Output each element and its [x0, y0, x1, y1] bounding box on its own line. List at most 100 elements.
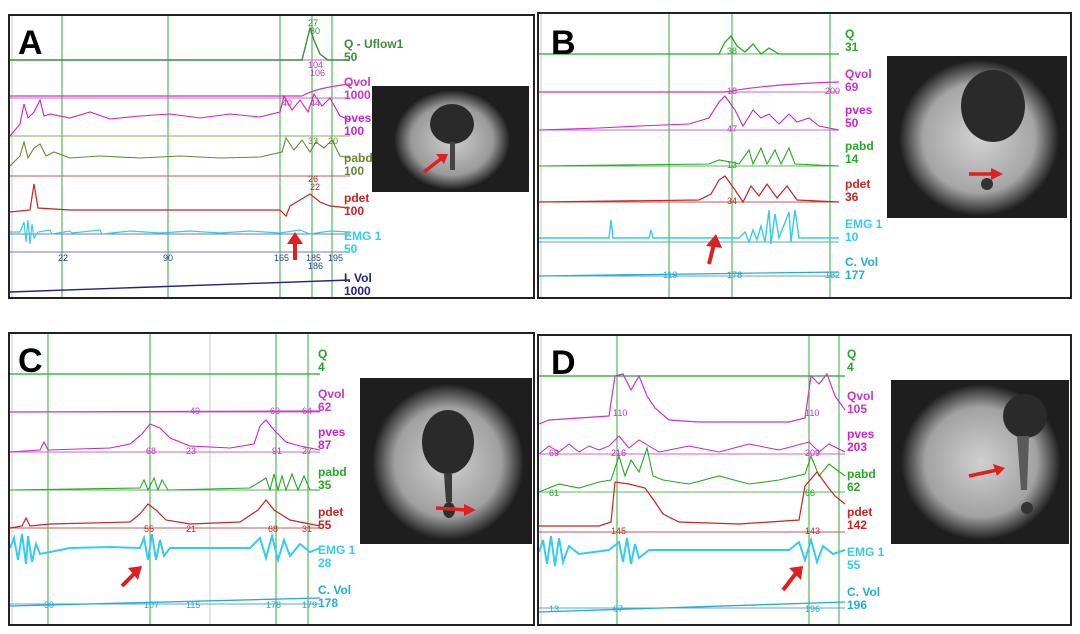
tick-label: 178	[266, 600, 282, 610]
tick-label: 49	[190, 406, 201, 416]
tick-label: 30	[44, 600, 55, 610]
arrow-icon	[120, 566, 142, 588]
tick-label: 30	[310, 26, 321, 36]
tick-label: 179	[302, 600, 318, 610]
panel-letter: C	[18, 342, 43, 380]
tick-label: 27	[302, 446, 313, 456]
channel-label-pves: pves 203	[847, 427, 875, 454]
panel-d-traces	[539, 336, 846, 624]
channel-label-pdet: pdet 55	[318, 505, 344, 532]
panel-b: 38 18 200 47 13 34 119 178 182 B Q 31 Qvo…	[537, 12, 1072, 299]
tick-label: 68	[146, 446, 157, 456]
channel-label-vol: C. Vol 177	[845, 255, 879, 282]
tick-label: 13	[727, 160, 738, 170]
tick-label: 110	[613, 408, 628, 418]
tick-label: 61	[549, 488, 560, 498]
arrow-icon	[781, 566, 803, 592]
panel-c: 49 63 64 68 23 91 27 55 21 68 31 30 107 …	[8, 332, 535, 626]
tick-label: 18	[727, 86, 738, 96]
arrow-icon	[435, 504, 476, 516]
channel-label-pabd: pabd 35	[318, 465, 347, 492]
tick-label: 200	[825, 86, 841, 96]
panel-letter: B	[551, 24, 576, 62]
channel-label-pabd: pabd 100	[344, 151, 373, 178]
tick-label: 31	[302, 524, 313, 534]
arrow-icon	[287, 232, 303, 260]
tick-label: 63	[270, 406, 281, 416]
channel-label-qvol: Qvol 69	[845, 67, 872, 94]
tick-label: 21	[186, 524, 197, 534]
tick-label: 104	[308, 60, 324, 70]
fluoroscopy-image	[887, 56, 1067, 218]
tick-label: 196	[805, 604, 821, 614]
channel-label-emg: EMG 1 28	[318, 543, 356, 570]
panel-d: 110 110 69 216 209 61 66 145 143 13 67 1…	[537, 334, 1072, 626]
channel-label-emg: EMG 1 10	[845, 217, 883, 244]
arrow-icon	[968, 464, 1005, 478]
tick-label: 64	[302, 406, 313, 416]
channel-label-vol: C. Vol 178	[318, 583, 352, 610]
tick-label: 106	[310, 68, 326, 78]
channel-label-q: Q 31	[845, 27, 859, 54]
tick-label: 91	[272, 446, 283, 456]
tick-label: 38	[727, 46, 738, 56]
tick-label: 47	[727, 124, 738, 134]
channel-label-qvol: Qvol 105	[847, 389, 874, 416]
tick-label: 107	[144, 600, 160, 610]
tick-label: 68	[268, 524, 279, 534]
tick-label: 90	[163, 253, 174, 263]
tick-label: 69	[549, 448, 560, 458]
tick-label: 67	[613, 604, 624, 614]
tick-label: 145	[611, 526, 627, 536]
channel-label-pabd: pabd 62	[847, 467, 876, 494]
channel-label-emg: EMG 1 55	[847, 545, 885, 572]
tick-label: 22	[58, 253, 69, 263]
arrow-icon	[969, 168, 1003, 180]
tick-label: 182	[825, 270, 841, 280]
tick-label: 66	[805, 488, 816, 498]
tick-label: 143	[805, 526, 821, 536]
channel-label-q: Q - Uflow1 50	[344, 37, 404, 64]
channel-label-pves: pves 100	[344, 111, 372, 138]
tick-label: 20	[328, 136, 339, 146]
tick-label: 33	[308, 136, 319, 146]
tick-label: 55	[144, 524, 155, 534]
panel-a-traces	[10, 16, 351, 297]
tick-label: 13	[549, 604, 560, 614]
channel-label-vol: I. Vol 1000	[344, 271, 372, 298]
panel-b-traces	[539, 14, 840, 297]
channel-label-vol: C. Vol 196	[847, 585, 881, 612]
tick-label: 209	[805, 448, 821, 458]
panel-letter: A	[18, 24, 43, 62]
channel-label-pdet: pdet 142	[847, 505, 873, 532]
tick-label: 216	[611, 448, 627, 458]
channel-label-pves: pves 87	[318, 425, 346, 452]
tick-label: 165	[274, 253, 290, 263]
tick-label: 26	[308, 174, 319, 184]
channel-label-qvol: Qvol 62	[318, 387, 345, 414]
tick-label: 186	[308, 261, 324, 271]
panel-a: 27 30 104 106 40 44 33 20 26 22 22 90 16…	[8, 14, 535, 299]
channel-label-pabd: pabd 14	[845, 139, 874, 166]
fluoroscopy-image	[360, 378, 532, 544]
tick-label: 44	[310, 98, 321, 108]
channel-label-pves: pves 50	[845, 103, 873, 130]
tick-label: 40	[282, 98, 293, 108]
channel-label-pdet: pdet 36	[845, 177, 871, 204]
arrow-icon	[706, 234, 722, 265]
tick-label: 178	[727, 270, 743, 280]
channel-label-pdet: pdet 100	[344, 191, 370, 218]
tick-label: 195	[328, 253, 344, 263]
channel-label-emg: EMG 1 50	[344, 229, 382, 256]
fluoroscopy-image	[891, 380, 1069, 544]
tick-label: 110	[805, 408, 820, 418]
fluoroscopy-image	[372, 86, 529, 192]
tick-label: 185	[306, 253, 322, 263]
arrow-icon	[422, 154, 448, 174]
tick-label: 27	[308, 18, 319, 28]
tick-label: 23	[186, 446, 197, 456]
tick-label: 34	[727, 196, 738, 206]
tick-label: 119	[663, 270, 678, 280]
